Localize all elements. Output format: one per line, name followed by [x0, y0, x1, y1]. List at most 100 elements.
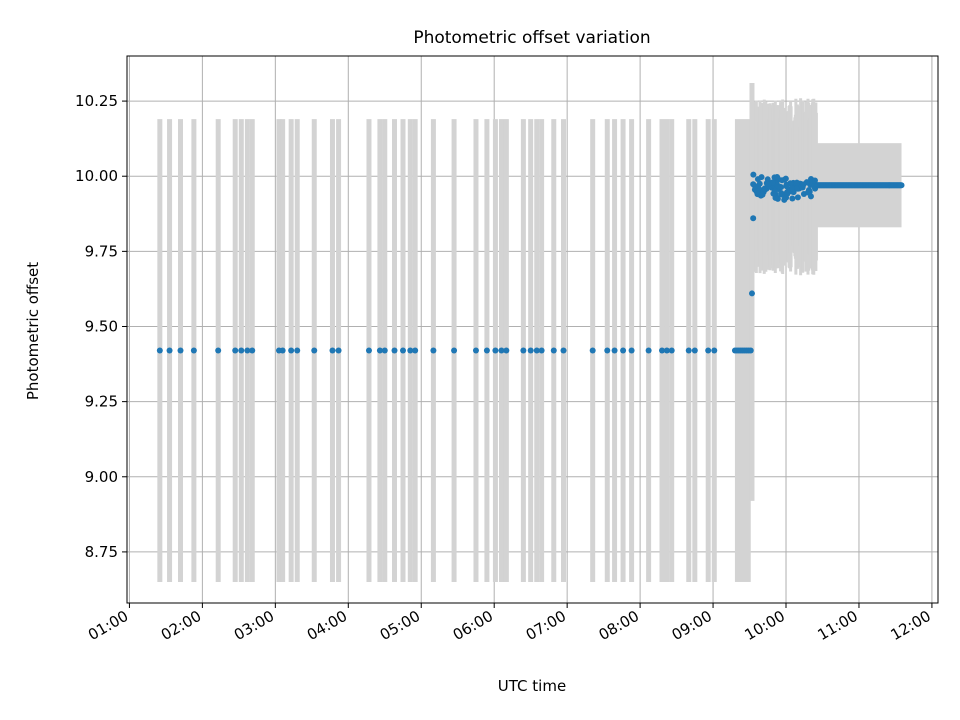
data-point [232, 347, 239, 354]
data-point [645, 347, 652, 354]
data-point [288, 347, 295, 354]
data-point [166, 347, 173, 354]
data-point [772, 187, 779, 194]
data-point [658, 347, 665, 354]
data-point [190, 347, 197, 354]
x-axis-label: UTC time [498, 677, 566, 695]
x-tick-label: 12:00 [887, 607, 933, 644]
data-point [685, 347, 692, 354]
data-point [782, 175, 789, 182]
data-point [400, 347, 407, 354]
x-tick-label: 02:00 [158, 607, 204, 644]
data-point [758, 174, 765, 181]
data-points [156, 171, 905, 354]
x-tick-label: 09:00 [669, 607, 715, 644]
data-point [691, 347, 698, 354]
data-point [794, 184, 801, 191]
data-point [503, 347, 510, 354]
data-point [747, 347, 754, 354]
data-point [756, 180, 763, 187]
data-point [705, 347, 712, 354]
data-point [498, 347, 505, 354]
data-point [412, 347, 419, 354]
data-point [279, 347, 286, 354]
y-tick-label: 10.25 [75, 92, 118, 110]
data-point [249, 347, 256, 354]
data-point [620, 347, 627, 354]
data-point [244, 347, 251, 354]
data-point [750, 171, 757, 178]
data-point [789, 195, 796, 202]
data-point [783, 183, 790, 190]
data-point [311, 347, 318, 354]
data-point [492, 347, 499, 354]
data-point [783, 194, 790, 201]
data-point [451, 347, 458, 354]
data-point [750, 215, 757, 222]
y-tick-label: 9.25 [85, 393, 118, 411]
x-tick-label: 07:00 [523, 607, 569, 644]
data-point [238, 347, 245, 354]
data-point [750, 181, 757, 188]
x-tick-label: 04:00 [304, 607, 350, 644]
plot-frame [126, 55, 939, 604]
data-point [793, 179, 800, 186]
data-point [381, 347, 388, 354]
data-point [472, 347, 479, 354]
data-point [589, 347, 596, 354]
data-point [611, 347, 618, 354]
data-point [663, 347, 670, 354]
data-point [335, 347, 342, 354]
y-tick-label: 9.00 [85, 468, 118, 486]
x-tick-label: 10:00 [742, 607, 788, 644]
data-point [376, 347, 383, 354]
data-point [628, 347, 635, 354]
y-tick-label: 10.00 [75, 167, 118, 185]
x-tick-label: 05:00 [377, 607, 423, 644]
x-tick-label: 06:00 [450, 607, 496, 644]
data-point [811, 177, 818, 184]
x-tick-label: 11:00 [815, 607, 861, 644]
data-point [778, 191, 785, 198]
chart-title: Photometric offset variation [413, 28, 650, 48]
data-point [365, 347, 372, 354]
data-point [748, 290, 755, 297]
data-point [294, 347, 301, 354]
data-point [391, 347, 398, 354]
data-point [711, 347, 718, 354]
data-point [804, 189, 811, 196]
y-tick-label: 8.75 [85, 543, 118, 561]
data-point [407, 347, 414, 354]
data-point [215, 347, 222, 354]
data-point [759, 191, 766, 198]
data-point [760, 186, 767, 193]
data-point [520, 347, 527, 354]
data-point [430, 347, 437, 354]
data-point [527, 347, 534, 354]
data-point [765, 181, 772, 188]
data-point [177, 347, 184, 354]
x-tick-label: 01:00 [85, 607, 131, 644]
data-point [668, 347, 675, 354]
data-point [754, 188, 761, 195]
x-tick-label: 03:00 [231, 607, 277, 644]
data-point [483, 347, 490, 354]
data-point [533, 347, 540, 354]
data-point [560, 347, 567, 354]
error-bars [157, 83, 902, 582]
data-point [800, 181, 807, 188]
y-axis-label: Photometric offset [24, 262, 42, 400]
data-point [794, 194, 801, 201]
data-point [156, 347, 163, 354]
data-point [538, 347, 545, 354]
data-point [789, 185, 796, 192]
data-point [898, 182, 905, 189]
data-point [550, 347, 557, 354]
y-tick-label: 9.75 [85, 242, 118, 260]
data-point [774, 173, 781, 180]
x-tick-label: 08:00 [596, 607, 642, 644]
data-point [329, 347, 336, 354]
data-point [604, 347, 611, 354]
y-tick-label: 9.50 [85, 317, 118, 335]
